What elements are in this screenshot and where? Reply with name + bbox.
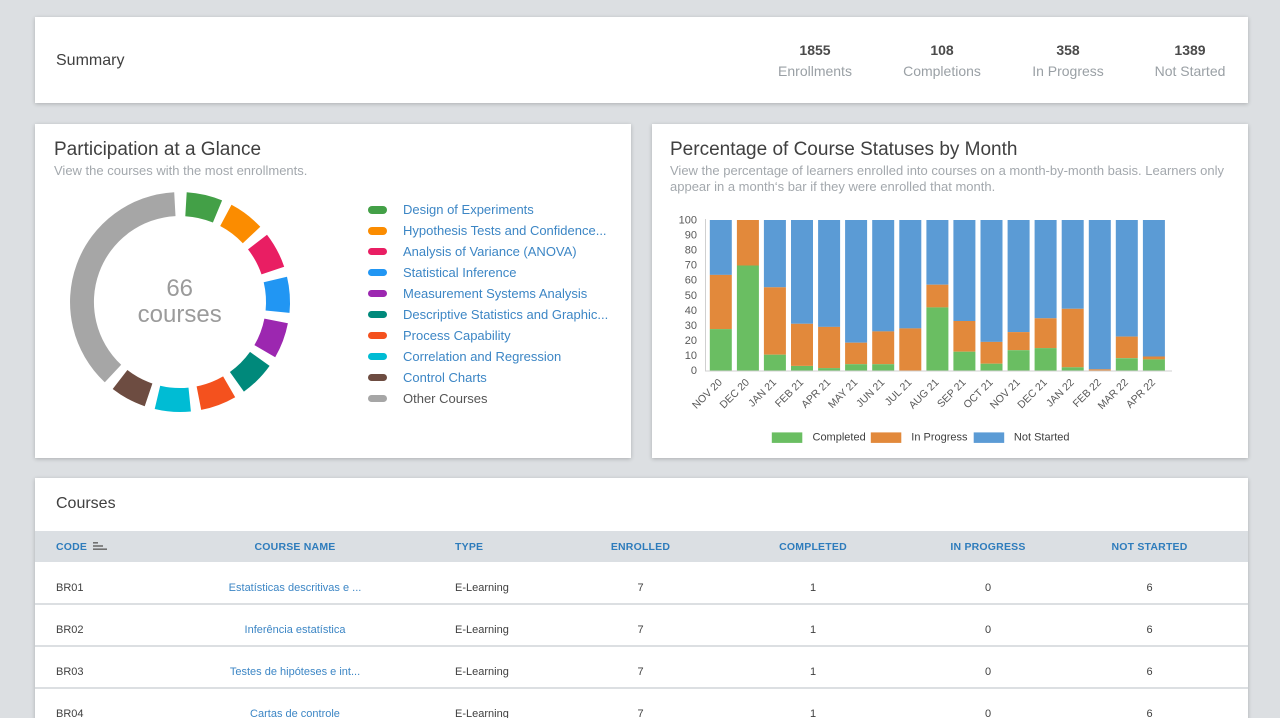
svg-text:20: 20: [685, 335, 697, 347]
svg-text:50: 50: [685, 290, 697, 302]
svg-text:JAN 21: JAN 21: [746, 377, 779, 410]
svg-text:80: 80: [685, 245, 697, 257]
svg-text:MAR 22: MAR 22: [1096, 377, 1131, 412]
svg-text:DEC 21: DEC 21: [1015, 377, 1050, 412]
svg-text:100: 100: [679, 215, 697, 227]
svg-text:MAY 21: MAY 21: [826, 377, 860, 411]
svg-text:Not Started: Not Started: [1014, 432, 1070, 444]
svg-text:JUN 21: JUN 21: [854, 377, 887, 410]
svg-text:90: 90: [685, 230, 697, 242]
svg-text:In Progress: In Progress: [911, 432, 968, 444]
svg-text:10: 10: [685, 350, 697, 362]
svg-text:APR 22: APR 22: [1124, 377, 1158, 411]
svg-text:70: 70: [685, 260, 697, 272]
svg-text:40: 40: [685, 305, 697, 317]
svg-text:DEC 20: DEC 20: [718, 377, 753, 412]
svg-text:NOV 20: NOV 20: [690, 377, 725, 412]
svg-text:60: 60: [685, 275, 697, 287]
svg-text:AUG 21: AUG 21: [907, 377, 942, 412]
svg-text:JAN 22: JAN 22: [1044, 377, 1077, 410]
svg-text:30: 30: [685, 320, 697, 332]
svg-text:Completed: Completed: [813, 432, 866, 444]
svg-text:0: 0: [691, 365, 697, 377]
